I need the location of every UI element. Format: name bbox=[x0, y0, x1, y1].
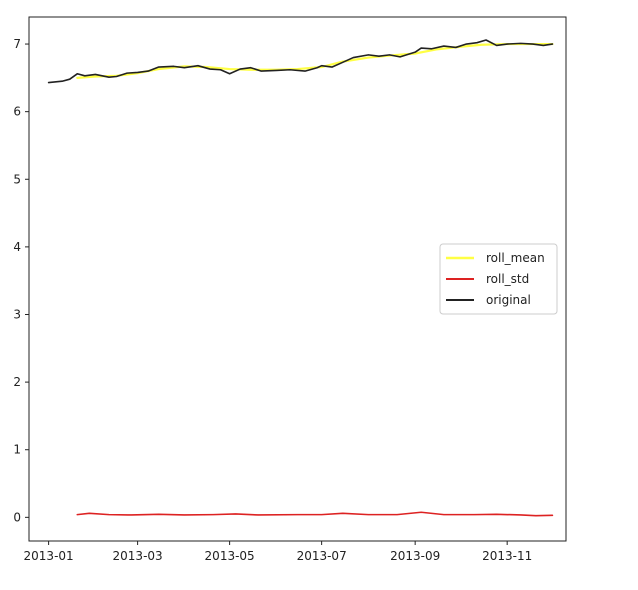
legend-box bbox=[439, 243, 558, 315]
y-tick-label: 5 bbox=[13, 172, 21, 186]
series-line-roll-mean bbox=[76, 42, 554, 79]
legend-label-roll-mean: roll_mean bbox=[486, 251, 545, 265]
y-tick-label: 4 bbox=[13, 240, 21, 254]
x-tick-label: 2013-05 bbox=[205, 549, 255, 563]
x-tick-label: 2013-09 bbox=[390, 549, 440, 563]
series-line-original bbox=[47, 39, 554, 84]
y-tick-label: 6 bbox=[13, 105, 21, 119]
x-tick-label: 2013-03 bbox=[113, 549, 163, 563]
plot-lines bbox=[47, 39, 554, 517]
legend-label-original: original bbox=[486, 293, 531, 307]
legend: roll_mean roll_std original bbox=[439, 243, 558, 315]
x-tick-label: 2013-01 bbox=[24, 549, 74, 563]
x-tick-label: 2013-11 bbox=[482, 549, 532, 563]
y-tick-label: 1 bbox=[13, 443, 21, 457]
y-tick-label: 3 bbox=[13, 307, 21, 321]
y-axis: 0 1 2 3 4 5 6 7 bbox=[13, 37, 29, 524]
x-axis: 2013-01 2013-03 2013-05 2013-07 2013-09 2013-… bbox=[24, 541, 532, 563]
y-tick-label: 2 bbox=[13, 375, 21, 389]
plot-frame bbox=[28, 16, 567, 542]
series-line-roll-std bbox=[76, 511, 554, 517]
x-tick-label: 2013-07 bbox=[297, 549, 347, 563]
legend-label-roll-std: roll_std bbox=[486, 272, 529, 286]
y-tick-label: 7 bbox=[13, 37, 21, 51]
y-tick-label: 0 bbox=[13, 510, 21, 524]
